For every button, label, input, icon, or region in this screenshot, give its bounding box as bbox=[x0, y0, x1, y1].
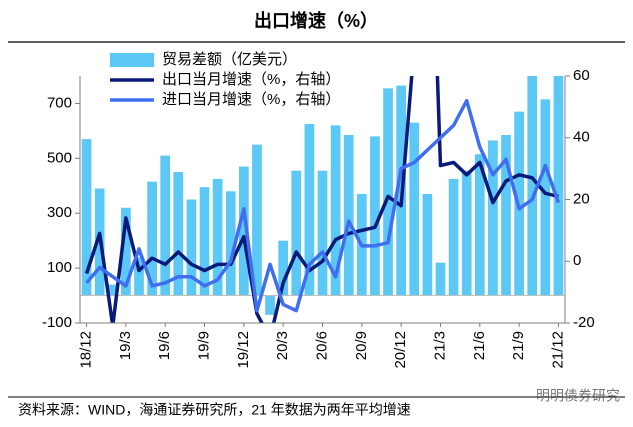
bar bbox=[81, 139, 92, 296]
bar bbox=[134, 257, 144, 296]
line-series bbox=[85, 98, 561, 313]
x-tick-label: 21/12 bbox=[549, 331, 566, 369]
bar bbox=[239, 166, 249, 296]
x-tick-label: 19/12 bbox=[235, 331, 252, 369]
y-tick-label: 700 bbox=[47, 94, 72, 111]
bar bbox=[147, 181, 157, 296]
bar bbox=[173, 172, 184, 296]
y2-tick-label: 20 bbox=[573, 190, 590, 207]
x-tick-label: 20/6 bbox=[313, 331, 330, 360]
x-tick-label: 20/3 bbox=[274, 331, 291, 360]
x-tick-label: 20/12 bbox=[392, 331, 409, 369]
bar bbox=[553, 76, 564, 296]
x-tick-label: 20/9 bbox=[353, 331, 370, 360]
bar bbox=[448, 178, 459, 296]
bar bbox=[474, 154, 485, 296]
bar bbox=[383, 88, 393, 296]
legend-label: 进口当月增速（%，右轴） bbox=[162, 91, 340, 108]
bar bbox=[199, 187, 210, 296]
bar bbox=[252, 144, 262, 296]
line-series bbox=[84, 76, 559, 323]
bar bbox=[265, 295, 275, 315]
y-tick-label: -100 bbox=[42, 314, 72, 331]
legend-label: 贸易差额（亿美元） bbox=[162, 51, 297, 68]
y2-tick-label: -20 bbox=[573, 314, 595, 331]
y2-tick-label: 0 bbox=[573, 252, 581, 269]
bar bbox=[435, 262, 446, 296]
bar bbox=[317, 170, 328, 296]
bar bbox=[225, 191, 236, 296]
y2-tick-label: 60 bbox=[573, 67, 590, 84]
bar bbox=[291, 170, 302, 296]
x-tick-label: 21/3 bbox=[431, 331, 448, 360]
y-tick-label: 300 bbox=[47, 204, 72, 221]
bar bbox=[370, 136, 380, 296]
bar bbox=[107, 284, 118, 296]
x-tick-label: 19/3 bbox=[117, 331, 134, 360]
y-tick-label: 100 bbox=[47, 259, 72, 276]
bar bbox=[186, 199, 197, 296]
bar bbox=[540, 99, 551, 296]
chart-title: 出口增速（%） bbox=[254, 10, 378, 31]
bar bbox=[343, 135, 354, 296]
bar bbox=[278, 240, 289, 296]
legend-label: 出口当月增速（%，右轴） bbox=[162, 71, 340, 88]
x-tick-label: 19/9 bbox=[195, 331, 212, 360]
bar bbox=[527, 76, 538, 296]
bar bbox=[160, 155, 171, 296]
bar bbox=[121, 207, 131, 296]
bar bbox=[501, 135, 511, 296]
y2-tick-label: 40 bbox=[573, 129, 590, 146]
y-tick-label: 500 bbox=[47, 149, 72, 166]
x-tick-label: 21/9 bbox=[510, 331, 527, 360]
bar bbox=[409, 122, 420, 296]
bar bbox=[488, 140, 498, 296]
bar bbox=[212, 178, 223, 296]
watermark: 明明债券研究 bbox=[536, 388, 620, 404]
legend-swatch bbox=[110, 53, 154, 67]
bar bbox=[422, 194, 433, 296]
bar bbox=[461, 170, 472, 296]
bar bbox=[330, 125, 341, 296]
source-note: 资料来源：WIND，海通证券研究所，21 年数据为两年平均增速 bbox=[18, 402, 411, 418]
x-tick-label: 19/6 bbox=[156, 331, 173, 360]
bar bbox=[304, 124, 315, 296]
x-tick-label: 18/12 bbox=[78, 331, 95, 369]
x-tick-label: 21/6 bbox=[471, 331, 488, 360]
plot-area bbox=[80, 76, 565, 323]
